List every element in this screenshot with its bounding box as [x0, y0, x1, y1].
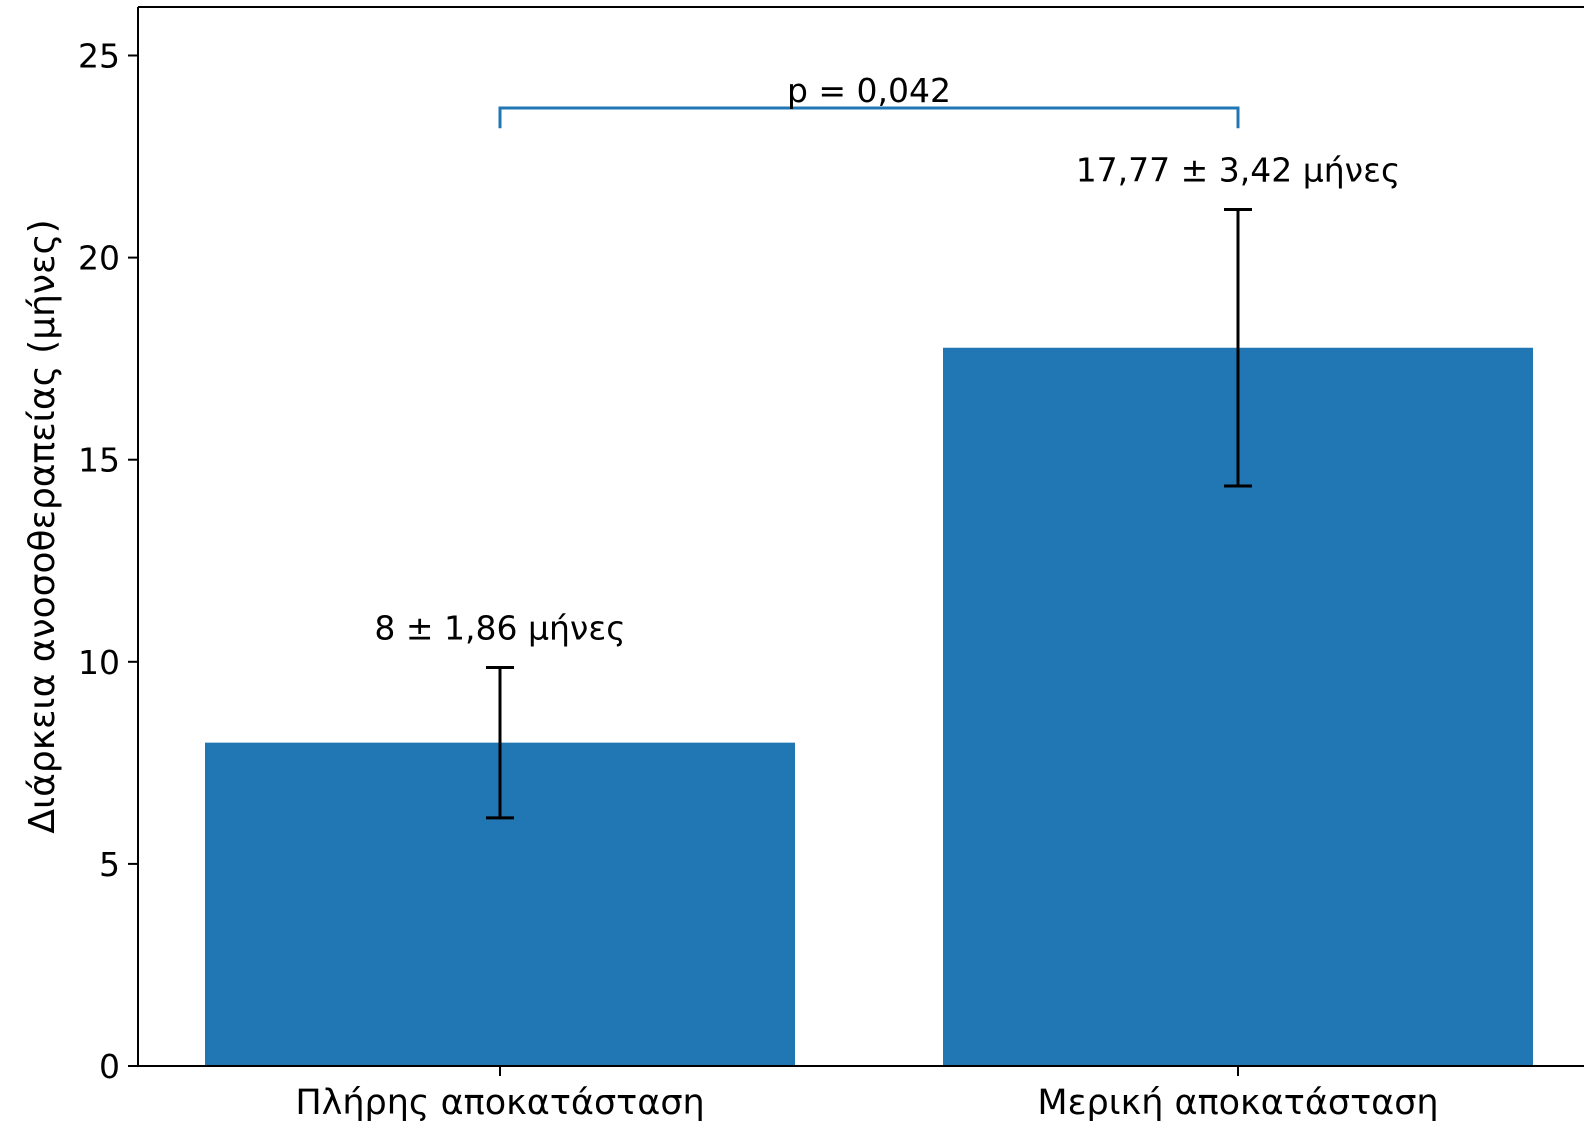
plot-marks	[205, 106, 1533, 1066]
y-axis-label: Διάρκεια ανοσοθεραπείας (μήνες)	[22, 219, 63, 833]
axes	[128, 6, 1584, 1076]
y-tick-label-0: 0	[99, 1047, 120, 1086]
bar-value-label-0: 8 ± 1,86 μήνες	[374, 608, 625, 647]
chart-text: 8 ± 1,86 μήνες 17,77 ± 3,42 μήνες p = 0,04…	[22, 37, 1439, 1123]
y-tick-label-1: 5	[99, 845, 120, 884]
y-tick-label-3: 15	[78, 441, 120, 480]
bar-value-label-1: 17,77 ± 3,42 μήνες	[1076, 151, 1401, 190]
y-tick-label-4: 20	[78, 239, 120, 278]
y-tick-label-5: 25	[78, 37, 120, 76]
significance-bracket	[498, 106, 1240, 129]
significance-label: p = 0,042	[787, 71, 951, 110]
x-tick-label-1: Μερική αποκατάσταση	[1037, 1083, 1438, 1123]
y-tick-label-2: 10	[78, 643, 120, 682]
x-tick-label-0: Πλήρης αποκατάσταση	[295, 1083, 704, 1123]
